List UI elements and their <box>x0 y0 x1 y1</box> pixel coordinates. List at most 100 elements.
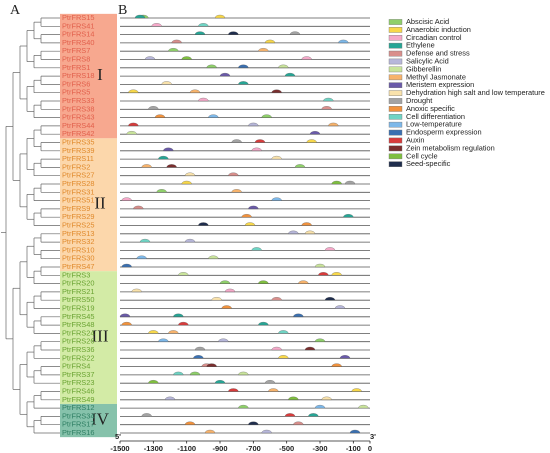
cis-element <box>158 338 169 342</box>
legend-label: Salicylic Acid <box>406 56 449 65</box>
cis-element <box>334 305 346 309</box>
cis-element <box>181 180 192 185</box>
gene-label: PtrFRS19 <box>62 303 94 312</box>
gene-label: PtrFRS16 <box>62 428 94 437</box>
cis-element <box>289 31 301 35</box>
cis-element <box>351 388 362 392</box>
legend-swatch <box>388 121 403 128</box>
legend-swatch <box>388 19 403 25</box>
cis-element <box>258 48 269 52</box>
cis-element <box>314 338 326 342</box>
cis-element <box>184 172 196 176</box>
legend-label: Methyl Jasmonate <box>406 72 466 81</box>
cis-element <box>284 72 296 77</box>
cis-element <box>284 413 296 417</box>
cis-element <box>136 255 147 259</box>
gene-label: PtrFRS40 <box>62 38 94 47</box>
gene-label: PtrFRS13 <box>62 229 94 238</box>
cis-element <box>211 297 222 301</box>
group-band <box>60 403 117 438</box>
cis-element <box>293 421 304 425</box>
cis-element <box>158 155 169 160</box>
legend-label: Gibberellin <box>406 64 441 73</box>
cis-element <box>139 238 151 243</box>
legend-label: Circadian control <box>406 33 462 42</box>
panel-label: B <box>118 3 127 18</box>
cis-element <box>248 122 259 127</box>
x-tick-label: -1100 <box>177 444 196 453</box>
cis-element <box>358 404 369 409</box>
cis-element <box>206 363 217 367</box>
cis-element <box>304 230 316 234</box>
cis-element <box>193 355 204 359</box>
legend-swatch <box>388 27 403 33</box>
cis-element <box>161 81 172 85</box>
cis-element <box>264 380 276 384</box>
legend-swatch <box>388 113 403 120</box>
cis-element <box>228 172 239 176</box>
cis-element <box>228 388 239 392</box>
cis-element <box>119 313 131 317</box>
legend-label: Auxin <box>406 135 425 144</box>
cis-element <box>134 14 146 19</box>
gene-label: PtrFRS31 <box>62 187 94 196</box>
gene-label: PtrFRS8 <box>62 54 90 63</box>
cis-element <box>288 396 299 400</box>
cis-element <box>278 330 289 334</box>
group-label: I <box>97 65 103 84</box>
cis-element <box>258 321 269 326</box>
gene-label: PtrFRS32 <box>62 237 94 246</box>
x-tick-label: 0 <box>368 444 372 453</box>
legend-label: Seed-specific <box>406 159 451 168</box>
group-label: II <box>94 194 106 213</box>
cis-element <box>164 396 176 400</box>
cis-element <box>261 429 272 434</box>
cis-element <box>244 222 256 226</box>
legend-label: Cell differentiation <box>406 112 465 121</box>
gene-label: PtrFRS37 <box>62 370 94 379</box>
cis-element <box>184 238 196 243</box>
gene-label: PtrFRS10 <box>62 245 94 254</box>
cis-element <box>271 89 282 93</box>
gene-label: PtrFRS2 <box>62 162 90 171</box>
cis-element <box>224 288 236 293</box>
gene-label: PtrFRS27 <box>62 171 94 180</box>
cis-element <box>166 164 177 168</box>
gene-label: PtrFRS4 <box>62 362 90 371</box>
cis-element <box>328 122 339 127</box>
cis-element <box>288 230 299 234</box>
cis-element <box>271 197 282 201</box>
gene-label: PtrFRS30 <box>62 254 94 263</box>
gene-label: PtrFRS46 <box>62 386 94 395</box>
cis-element <box>121 263 132 268</box>
cis-element <box>298 280 309 284</box>
cis-element <box>189 89 201 93</box>
gene-label: PtrFRS42 <box>62 129 94 138</box>
cis-element <box>126 131 137 135</box>
group-band <box>60 13 117 139</box>
legend-swatch <box>388 58 403 65</box>
cis-element <box>343 214 354 218</box>
cis-element <box>163 147 174 151</box>
gene-label: PtrFRS11 <box>62 154 94 163</box>
cis-element <box>231 189 242 193</box>
gene-label: PtrFRS49 <box>62 395 94 404</box>
legend-label: Drought <box>406 96 432 105</box>
legend-label: Anoxic specific <box>406 104 455 113</box>
gene-label: PtrFRS15 <box>62 13 94 22</box>
gene-label: PtrFRS6 <box>62 79 90 88</box>
gene-label: PtrFRS20 <box>62 279 94 288</box>
legend-label: Zein metabolism regulation <box>406 143 495 152</box>
group-label: III <box>92 326 109 345</box>
cis-element <box>198 23 209 27</box>
cis-element <box>331 180 342 185</box>
gene-label: PtrFRS9 <box>62 204 90 213</box>
x-tick-label: -500 <box>279 444 294 453</box>
gene-label: PtrFRS5 <box>62 88 90 97</box>
cis-element <box>173 371 184 376</box>
cis-element <box>238 64 249 68</box>
cis-element <box>254 139 266 143</box>
gene-label: PtrFRS44 <box>62 121 94 130</box>
cis-element <box>148 106 159 110</box>
